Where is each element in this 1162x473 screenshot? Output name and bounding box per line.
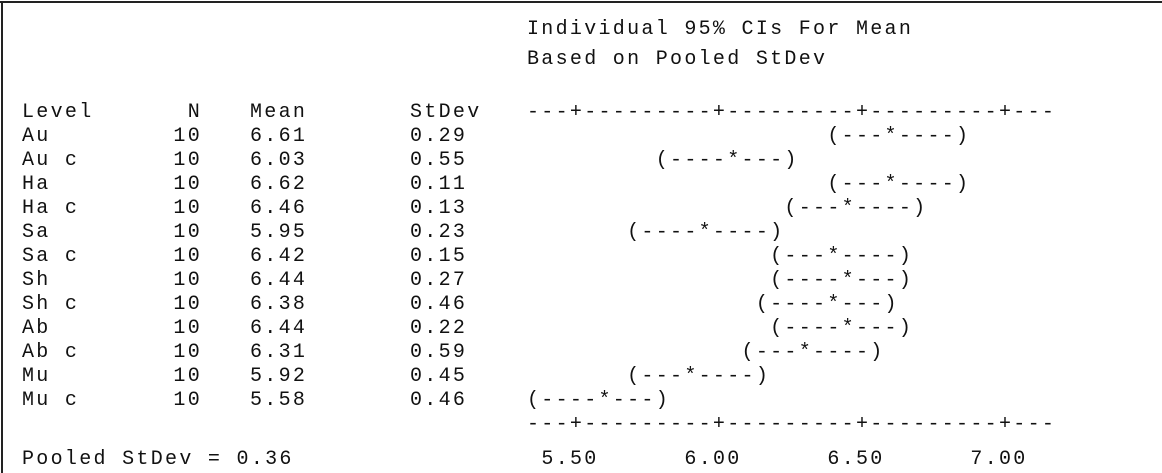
n-cell: 10	[173, 173, 202, 196]
ci-interval: (---*----)	[527, 125, 971, 148]
n-cell: 10	[173, 317, 202, 340]
stdev-cell: 0.13	[410, 197, 468, 220]
mean-cell: 6.38	[250, 293, 308, 316]
stdev-cell: 0.45	[410, 365, 468, 388]
ci-interval: (----*---)	[527, 149, 799, 172]
mean-cell: 6.44	[250, 317, 308, 340]
level-cell: Ha	[22, 173, 51, 196]
ci-interval: (----*---)	[527, 317, 914, 340]
column-header: StDev	[410, 101, 482, 124]
n-cell: 10	[173, 293, 202, 316]
level-cell: Sa c	[22, 245, 80, 268]
level-cell: Sa	[22, 221, 51, 244]
ci-axis: ---+---------+---------+---------+---	[527, 413, 1057, 436]
column-header: Mean	[250, 101, 308, 124]
ci-header: Individual 95% CIs For Mean	[527, 18, 914, 41]
axis-label: 7.00	[970, 448, 1028, 471]
stdev-cell: 0.27	[410, 269, 468, 292]
ci-axis: ---+---------+---------+---------+---	[527, 101, 1057, 124]
n-cell: 10	[173, 389, 202, 412]
mean-cell: 6.62	[250, 173, 308, 196]
n-cell: 10	[173, 221, 202, 244]
pooled-stdev: Pooled StDev = 0.36	[22, 448, 294, 471]
ci-interval: (---*----)	[527, 173, 971, 196]
stdev-cell: 0.11	[410, 173, 468, 196]
ci-interval: (----*---)	[527, 269, 914, 292]
level-cell: Ab	[22, 317, 51, 340]
level-cell: Ha c	[22, 197, 80, 220]
level-cell: Mu c	[22, 389, 80, 412]
stdev-cell: 0.23	[410, 221, 468, 244]
level-cell: Mu	[22, 365, 51, 388]
n-cell: 10	[173, 149, 202, 172]
ci-interval: (---*----)	[527, 365, 771, 388]
stdev-cell: 0.29	[410, 125, 468, 148]
top-border	[0, 1, 1162, 3]
mean-cell: 6.61	[250, 125, 308, 148]
n-cell: 10	[173, 341, 202, 364]
ci-interval: (---*----)	[527, 341, 885, 364]
mean-cell: 5.92	[250, 365, 308, 388]
mean-cell: 6.03	[250, 149, 308, 172]
n-cell: 10	[173, 245, 202, 268]
level-cell: Sh	[22, 269, 51, 292]
ci-header: Based on Pooled StDev	[527, 48, 828, 71]
ci-interval: (----*---)	[527, 293, 899, 316]
mean-cell: 5.58	[250, 389, 308, 412]
level-cell: Au	[22, 125, 51, 148]
level-cell: Au c	[22, 149, 80, 172]
mean-cell: 6.31	[250, 341, 308, 364]
mean-cell: 6.42	[250, 245, 308, 268]
stdev-cell: 0.59	[410, 341, 468, 364]
level-cell: Ab c	[22, 341, 80, 364]
stdev-cell: 0.55	[410, 149, 468, 172]
axis-label: 5.50	[541, 448, 599, 471]
column-header: N	[187, 101, 202, 124]
mean-cell: 6.46	[250, 197, 308, 220]
mean-cell: 5.95	[250, 221, 308, 244]
column-header: Level	[22, 101, 94, 124]
n-cell: 10	[173, 197, 202, 220]
stdev-cell: 0.46	[410, 389, 468, 412]
stdev-cell: 0.46	[410, 293, 468, 316]
stdev-cell: 0.22	[410, 317, 468, 340]
axis-label: 6.00	[684, 448, 742, 471]
left-border	[1, 1, 3, 473]
n-cell: 10	[173, 269, 202, 292]
ci-interval: (---*----)	[527, 197, 928, 220]
axis-label: 6.50	[827, 448, 885, 471]
mean-cell: 6.44	[250, 269, 308, 292]
ci-interval: (----*---)	[527, 389, 671, 412]
ci-interval: (----*----)	[527, 221, 785, 244]
ci-interval: (---*----)	[527, 245, 914, 268]
n-cell: 10	[173, 125, 202, 148]
level-cell: Sh c	[22, 293, 80, 316]
stdev-cell: 0.15	[410, 245, 468, 268]
n-cell: 10	[173, 365, 202, 388]
